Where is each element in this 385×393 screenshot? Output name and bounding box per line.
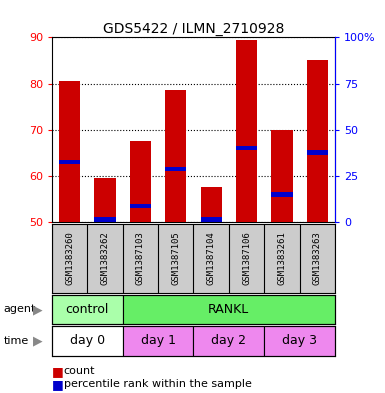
Bar	[201, 217, 222, 222]
Bar	[165, 90, 186, 222]
Bar	[306, 151, 328, 155]
Bar	[94, 178, 116, 222]
Text: GSM1383263: GSM1383263	[313, 231, 322, 285]
Text: ▶: ▶	[33, 334, 43, 347]
Bar	[130, 204, 151, 208]
Bar	[52, 326, 123, 356]
Text: agent: agent	[4, 305, 36, 314]
Bar	[193, 326, 264, 356]
Bar	[165, 167, 186, 171]
Bar	[94, 217, 116, 222]
Text: GSM1383261: GSM1383261	[277, 231, 286, 285]
Bar	[271, 130, 293, 222]
Text: GSM1387105: GSM1387105	[171, 231, 180, 285]
Text: ▶: ▶	[33, 303, 43, 316]
Bar	[306, 61, 328, 222]
Text: day 3: day 3	[282, 334, 317, 347]
Bar	[201, 187, 222, 222]
Text: GSM1387103: GSM1387103	[136, 231, 145, 285]
Bar	[52, 295, 123, 324]
Bar	[59, 160, 80, 164]
Text: RANKL: RANKL	[208, 303, 249, 316]
Bar	[123, 326, 193, 356]
Text: ■: ■	[52, 378, 64, 391]
Text: GSM1383260: GSM1383260	[65, 231, 74, 285]
Text: control: control	[66, 303, 109, 316]
Text: GSM1387104: GSM1387104	[207, 231, 216, 285]
Bar	[236, 146, 257, 151]
Text: GSM1387106: GSM1387106	[242, 231, 251, 285]
Text: GSM1383262: GSM1383262	[100, 231, 110, 285]
Text: day 2: day 2	[211, 334, 246, 347]
Text: day 1: day 1	[141, 334, 176, 347]
Text: day 0: day 0	[70, 334, 105, 347]
Text: ■: ■	[52, 365, 64, 378]
Bar	[130, 141, 151, 222]
Bar	[59, 81, 80, 222]
Bar	[264, 326, 335, 356]
Bar	[236, 40, 257, 222]
Bar	[271, 192, 293, 196]
Bar	[123, 295, 335, 324]
Title: GDS5422 / ILMN_2710928: GDS5422 / ILMN_2710928	[103, 22, 284, 36]
Text: count: count	[64, 366, 95, 376]
Text: percentile rank within the sample: percentile rank within the sample	[64, 379, 251, 389]
Text: time: time	[4, 336, 29, 346]
